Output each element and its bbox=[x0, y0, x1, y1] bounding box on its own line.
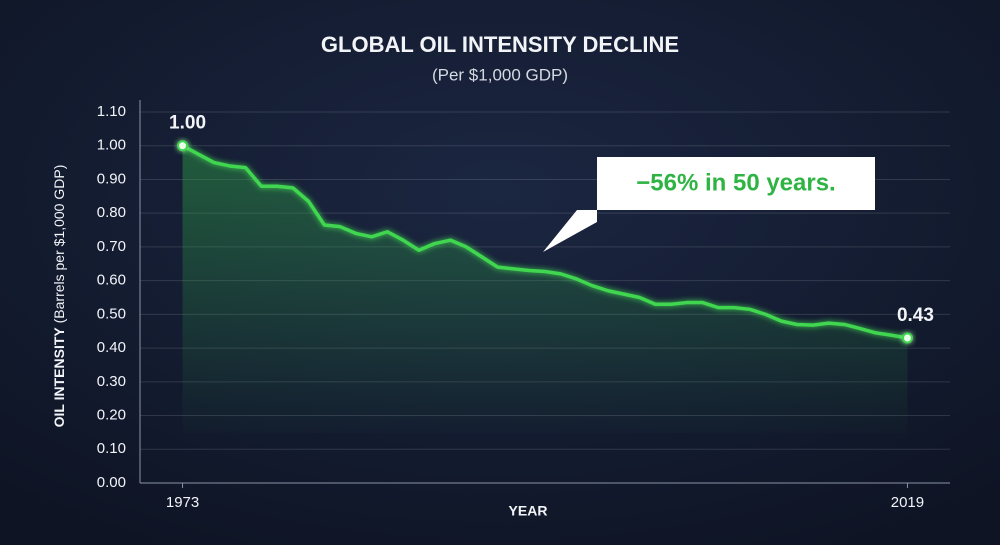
y-tick-label: 0.70 bbox=[97, 238, 126, 255]
y-tick-label: 0.50 bbox=[97, 305, 126, 322]
x-tick-label: 1973 bbox=[166, 494, 199, 511]
y-tick-label: 0.60 bbox=[97, 272, 126, 289]
y-tick-label: 0.00 bbox=[97, 474, 126, 491]
line bbox=[181, 144, 908, 340]
y-axis-note: (Barrels per $1,000 GDP) bbox=[51, 165, 67, 324]
y-tick-label: 0.10 bbox=[97, 440, 126, 457]
chart-subtitle: (Per $1,000 GDP) bbox=[432, 65, 568, 84]
y-tick-label: 1.00 bbox=[97, 137, 126, 154]
callout: −56% in 50 years. bbox=[543, 157, 875, 252]
area bbox=[182, 145, 908, 433]
y-tick-label: 1.10 bbox=[97, 103, 126, 120]
y-tick-label: 0.90 bbox=[97, 170, 126, 187]
data-label: 1.00 bbox=[169, 113, 206, 134]
point bbox=[177, 140, 189, 152]
y-tick-label: 0.30 bbox=[97, 373, 126, 390]
y-axis-label: OIL INTENSITY (Barrels per $1,000 GDP) bbox=[51, 165, 67, 428]
y-tick-label: 0.40 bbox=[97, 339, 126, 356]
y-tick-label: 0.20 bbox=[97, 407, 126, 424]
point bbox=[901, 332, 913, 344]
x-tick-label: 2019 bbox=[891, 494, 924, 511]
y-tick-label: 0.80 bbox=[97, 204, 126, 221]
callout-text: −56% in 50 years. bbox=[636, 169, 835, 196]
y-axis-title: OIL INTENSITY bbox=[51, 327, 67, 428]
data-label: 0.43 bbox=[897, 305, 934, 326]
x-axis-label: YEAR bbox=[509, 503, 548, 519]
chart-title: GLOBAL OIL INTENSITY DECLINE bbox=[321, 32, 679, 57]
callout-bubble bbox=[543, 157, 875, 252]
plot-area: 0.00 0.10 0.20 0.30 0.40 0.50 0.60 0.70 0.80 0.90… bbox=[97, 100, 950, 511]
